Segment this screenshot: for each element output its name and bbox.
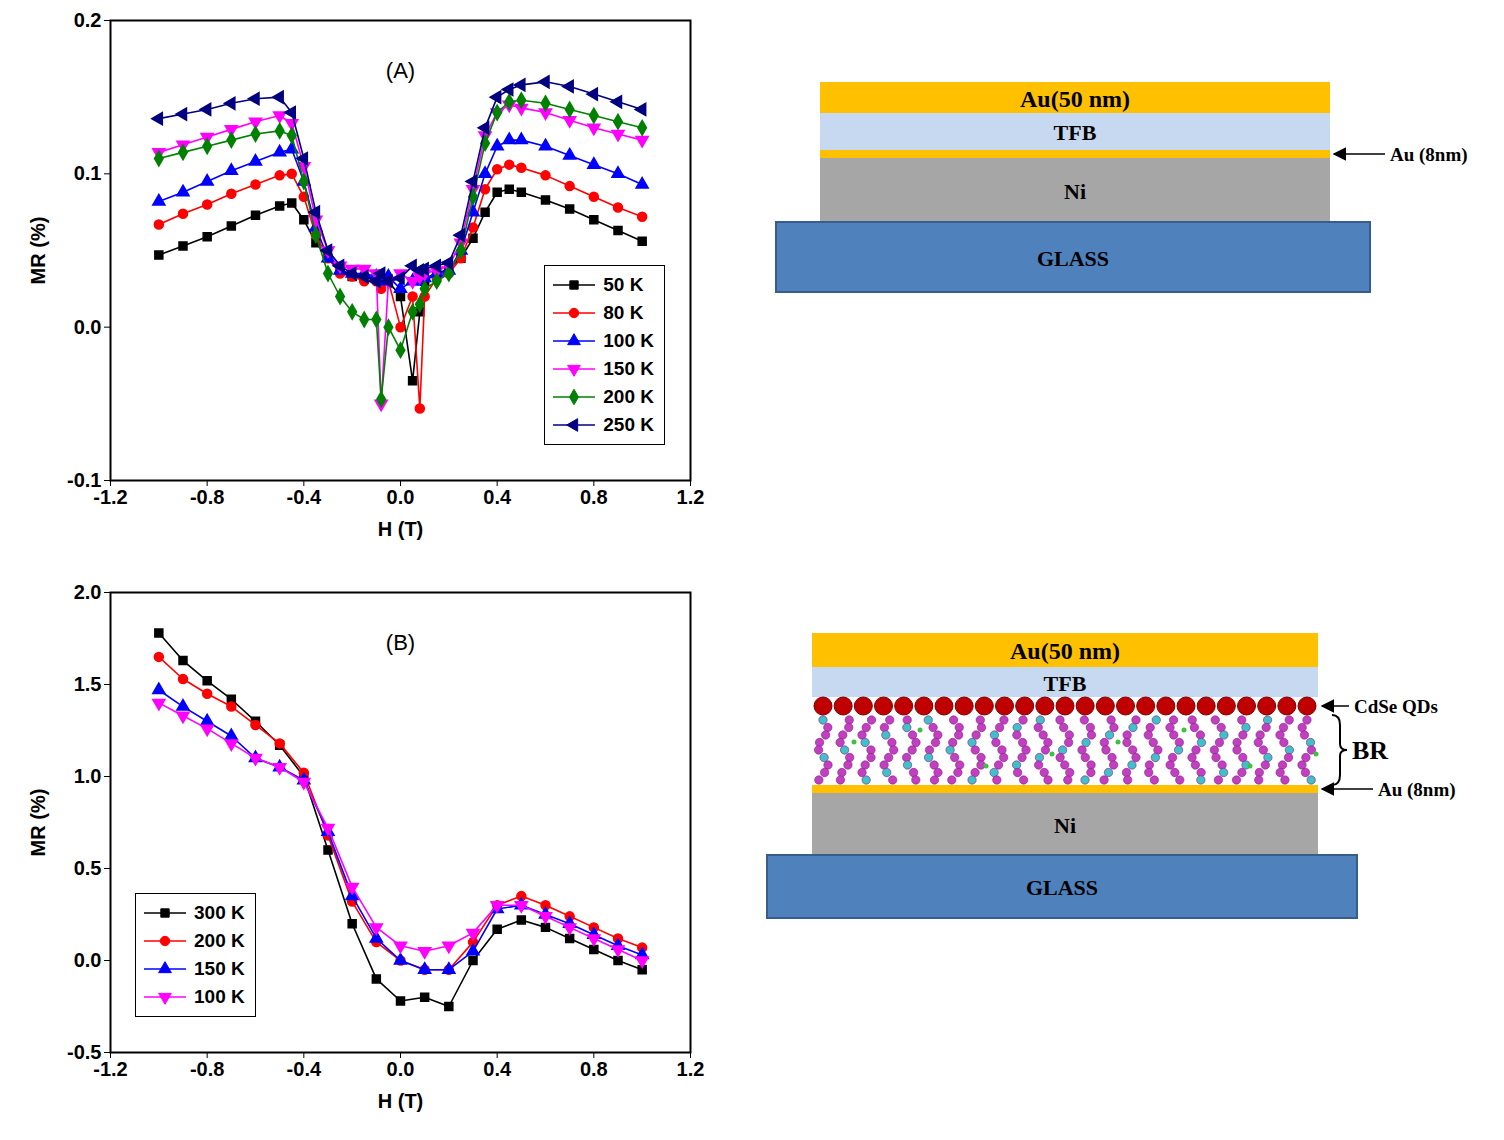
- svg-text:-0.8: -0.8: [190, 1058, 224, 1080]
- html-text:150 K: 150 K: [603, 358, 654, 379]
- svg-text:0.0: 0.0: [74, 949, 102, 971]
- svg-text:Au (8nm): Au (8nm): [1378, 779, 1456, 801]
- svg-text:CdSe QDs: CdSe QDs: [1354, 696, 1438, 717]
- svg-text:2.0: 2.0: [74, 581, 102, 603]
- svg-text:0.0: 0.0: [74, 316, 102, 338]
- svg-text:-0.5: -0.5: [67, 1041, 101, 1063]
- svg-text:MR (%): MR (%): [27, 217, 49, 285]
- html-text:200 K: 200 K: [603, 386, 654, 407]
- html-text:50 K: 50 K: [603, 274, 644, 295]
- svg-text:H (T): H (T): [378, 518, 424, 540]
- svg-text:0.4: 0.4: [483, 1058, 512, 1080]
- html-text:100 K: 100 K: [603, 330, 654, 351]
- svg-text:1.2: 1.2: [677, 486, 705, 508]
- html-text:250 K: 250 K: [603, 414, 654, 435]
- svg-text:(A): (A): [386, 58, 415, 83]
- svg-text:1.0: 1.0: [74, 765, 102, 787]
- svg-text:0.1: 0.1: [74, 162, 102, 184]
- svg-text:1.2: 1.2: [677, 1058, 705, 1080]
- svg-text:TFB: TFB: [1044, 671, 1087, 696]
- html-text:200 K: 200 K: [194, 930, 245, 951]
- svg-text:Ni: Ni: [1064, 179, 1086, 204]
- html-text:300 K: 300 K: [194, 902, 245, 923]
- svg-text:0.0: 0.0: [387, 486, 415, 508]
- svg-text:0.2: 0.2: [74, 9, 102, 31]
- svg-text:GLASS: GLASS: [1037, 246, 1109, 271]
- html-text:100 K: 100 K: [194, 986, 245, 1007]
- svg-text:0.8: 0.8: [580, 486, 608, 508]
- html-text:80 K: 80 K: [603, 302, 644, 323]
- svg-text:-0.4: -0.4: [287, 1058, 322, 1080]
- svg-text:(B): (B): [386, 630, 415, 655]
- svg-text:0.4: 0.4: [483, 486, 512, 508]
- svg-text:MR (%): MR (%): [27, 789, 49, 857]
- svg-text:TFB: TFB: [1054, 120, 1097, 145]
- svg-text:0.8: 0.8: [580, 1058, 608, 1080]
- svg-text:-1.2: -1.2: [93, 1057, 128, 1080]
- svg-text:Au(50 nm): Au(50 nm): [1010, 638, 1120, 664]
- svg-text:Ni: Ni: [1054, 813, 1076, 838]
- svg-text:-0.8: -0.8: [190, 486, 224, 508]
- svg-text:Au (8nm): Au (8nm): [1390, 144, 1468, 166]
- svg-text:0.5: 0.5: [74, 857, 102, 879]
- svg-text:0.0: 0.0: [387, 1058, 415, 1080]
- svg-text:-1.2: -1.2: [93, 485, 128, 508]
- svg-text:-0.1: -0.1: [67, 469, 101, 491]
- svg-text:GLASS: GLASS: [1026, 875, 1098, 900]
- svg-text:H (T): H (T): [378, 1090, 424, 1112]
- svg-text:1.5: 1.5: [74, 673, 102, 695]
- svg-text:Au(50 nm): Au(50 nm): [1020, 86, 1130, 112]
- html-text:150 K: 150 K: [194, 958, 245, 979]
- svg-text:BR: BR: [1352, 736, 1388, 765]
- svg-text:-0.4: -0.4: [287, 486, 322, 508]
